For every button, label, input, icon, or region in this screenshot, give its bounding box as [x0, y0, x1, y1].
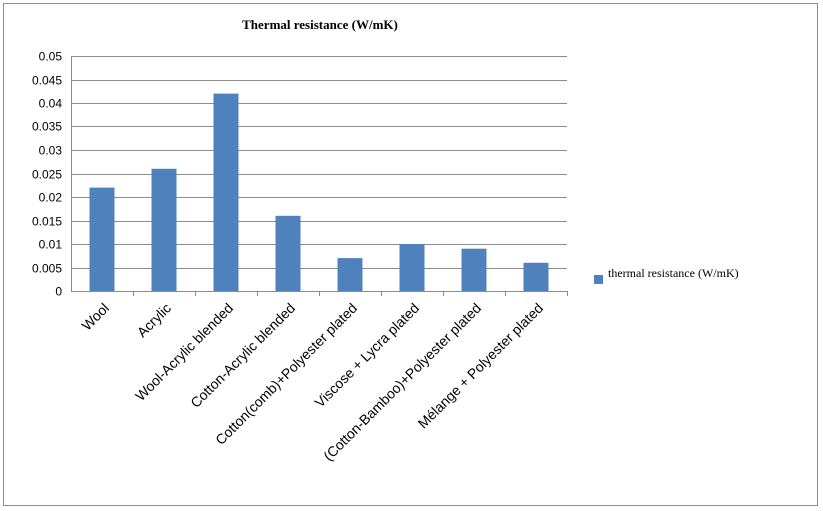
y-tick-label: 0.005	[32, 262, 62, 276]
y-tick-label: 0.035	[32, 120, 62, 134]
legend-label: thermal resistance (W/mK)	[608, 266, 739, 280]
y-tick-labels: 0 0.005 0.01 0.015 0.02 0.025 0.03 0.035 0.04 0.0…	[32, 50, 62, 299]
bar	[337, 258, 363, 291]
y-tick-label: 0.03	[39, 144, 63, 158]
bar	[151, 168, 177, 291]
legend-swatch	[594, 275, 603, 284]
gridlines	[71, 56, 567, 269]
category-label: Wool	[78, 300, 112, 334]
category-label: Viscose + Lycra plated	[311, 300, 422, 411]
axes	[71, 56, 568, 296]
chart-title: Thermal resistance (W/mK)	[242, 17, 398, 32]
category-label: Acrylic	[134, 300, 174, 340]
legend: thermal resistance (W/mK)	[594, 266, 739, 284]
category-label: Cotton-Acrylic blended	[187, 300, 298, 411]
bar	[399, 244, 425, 291]
y-tick-label: 0.04	[39, 97, 63, 111]
bars	[89, 93, 549, 291]
bar	[275, 215, 301, 291]
bar	[213, 93, 239, 291]
category-label: Mélange + Polyester plated	[415, 300, 547, 432]
y-tick-label: 0.015	[32, 215, 62, 229]
bar	[523, 262, 549, 291]
y-tick-label: 0.025	[32, 168, 62, 182]
y-tick-label: 0.045	[32, 74, 62, 88]
y-tick-label: 0.01	[39, 238, 63, 252]
y-tick-label: 0.02	[39, 191, 63, 205]
bar	[89, 187, 115, 291]
bar	[461, 248, 487, 291]
y-tick-label: 0.05	[39, 50, 63, 64]
y-tick-label: 0	[55, 285, 62, 299]
